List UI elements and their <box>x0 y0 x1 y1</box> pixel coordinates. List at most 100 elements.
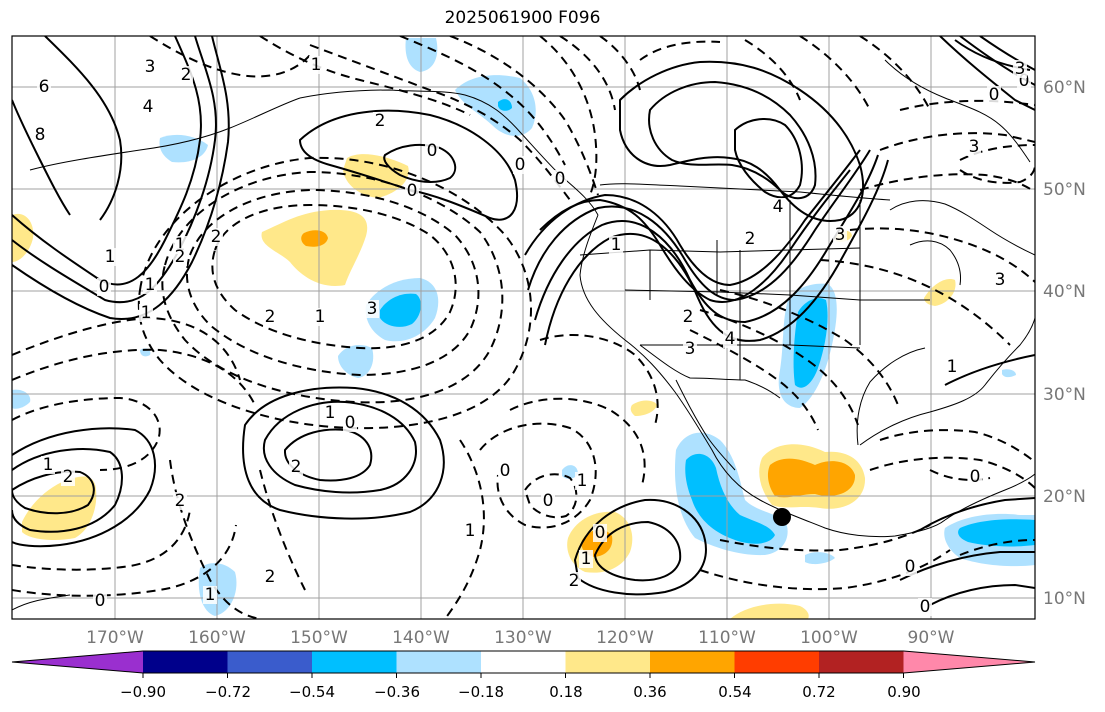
anomaly-blue <box>685 453 775 544</box>
contour-label: 2 <box>265 307 276 327</box>
contour-label-bg <box>993 271 1007 289</box>
colorbar-tick-label: 0.54 <box>718 683 751 701</box>
contour-label: 4 <box>725 329 736 349</box>
colorbar-tick-label: 0.72 <box>802 683 835 701</box>
contour-label-bg <box>903 558 917 576</box>
contour-label-bg <box>93 592 107 610</box>
location-marker <box>773 508 791 526</box>
colorbar-tick-label: −0.54 <box>289 683 335 701</box>
contour-label: 2 <box>683 307 694 327</box>
lon-tick-labels: 170°W 160°W 150°W 140°W 130°W 120°W 110°… <box>86 628 955 648</box>
colorbar-segment <box>819 651 904 673</box>
contour-label-bg <box>309 56 323 74</box>
contour-label: 1 <box>141 303 152 323</box>
lon-tick-label: 90°W <box>908 628 955 648</box>
contour-label-bg <box>723 330 737 348</box>
contour-label-bg <box>209 228 223 246</box>
anomaly-light-blue <box>1002 369 1016 378</box>
contour-label: 0 <box>920 597 931 617</box>
colorbar-labels: −0.90 −0.72 −0.54 −0.36 −0.18 0.18 0.36 … <box>120 683 921 701</box>
anomaly-yellow <box>730 603 809 619</box>
contour-label-bg <box>343 414 357 432</box>
contour-label-bg <box>967 138 981 156</box>
contour-label-bg <box>103 248 117 266</box>
contour-label: 3 <box>995 270 1006 290</box>
anomaly-blue <box>380 293 421 327</box>
contour-label-bg <box>541 492 555 510</box>
anomaly-light-blue <box>338 344 374 378</box>
lat-tick-label: 30°N <box>1043 385 1086 405</box>
contour-label: 2 <box>291 457 302 477</box>
contour-label: 1 <box>205 585 216 605</box>
contour-label-bg <box>203 586 217 604</box>
contour-label-bg <box>609 236 623 254</box>
anomaly-light-blue <box>12 389 31 409</box>
chart-title: 2025061900 F096 <box>444 8 601 28</box>
lon-tick-label: 150°W <box>290 628 348 648</box>
colorbar-segment <box>312 651 397 673</box>
contour-label-bg <box>365 300 379 318</box>
lon-tick-label: 120°W <box>596 628 654 648</box>
lon-tick-label: 170°W <box>86 628 144 648</box>
colorbar-extend-min <box>12 651 143 673</box>
anomaly-yellow <box>22 476 97 540</box>
lat-tick-labels: 10°N 20°N 30°N 40°N 50°N 60°N <box>1043 78 1086 609</box>
contour-label-bg <box>289 458 303 476</box>
contour-label: 3 <box>145 57 156 77</box>
contour-label: 4 <box>773 197 784 217</box>
anomaly-orange <box>301 230 328 247</box>
contour-label-bg <box>681 308 695 326</box>
contour-label-bg <box>968 468 982 486</box>
contour-label: 0 <box>905 557 916 577</box>
contour-label: 2 <box>181 65 192 85</box>
contour-label-bg <box>263 568 277 586</box>
anomaly-blue <box>958 519 1035 547</box>
graticule <box>12 36 1035 619</box>
contour-label: 0 <box>595 523 606 543</box>
contour-label-bg <box>33 126 47 144</box>
contour-label: 1 <box>43 455 54 475</box>
lat-tick-label: 20°N <box>1043 487 1086 507</box>
anomaly-blue <box>793 298 828 388</box>
contour-label-bg <box>263 308 277 326</box>
contour-label: 0 <box>555 169 566 189</box>
contour-label: 0 <box>99 277 110 297</box>
anomaly-light-blue <box>805 552 835 565</box>
colorbar-tick-label: −0.90 <box>120 683 166 701</box>
contour-label: 2 <box>175 247 186 267</box>
anomaly-blue <box>498 99 512 111</box>
colorbar-segment <box>227 651 313 673</box>
contour-label-bg <box>139 304 153 322</box>
contour-label: 0 <box>970 467 981 487</box>
lon-tick-label: 160°W <box>188 628 246 648</box>
lat-tick-label: 60°N <box>1043 78 1086 98</box>
colorbar-segment <box>481 651 566 673</box>
contour-label: 3 <box>835 225 846 245</box>
contour-label-bg <box>143 276 157 294</box>
anomaly-yellow <box>12 213 34 262</box>
contour-label: 6 <box>39 77 50 97</box>
contour-label: 1 <box>175 235 186 255</box>
contour-label: 3 <box>367 299 378 319</box>
colorbar-segment <box>650 651 735 673</box>
colorbar-segment <box>565 651 651 673</box>
contour-label-bg <box>425 142 439 160</box>
lon-tick-label: 100°W <box>800 628 858 648</box>
lat-tick-label: 50°N <box>1043 180 1086 200</box>
colorbar-segment <box>143 651 228 673</box>
contour-label: 1 <box>105 247 116 267</box>
contour-label: 1 <box>465 521 476 541</box>
contour-label: 2 <box>211 227 222 247</box>
contour-label-bg <box>945 358 959 376</box>
contour-label-bg <box>37 78 51 96</box>
colorbar-tick-label: −0.18 <box>458 683 504 701</box>
contour-label-bg <box>61 468 75 486</box>
contour-label-bg <box>313 308 327 326</box>
contour-label: 2 <box>375 111 386 131</box>
contour-label: 2 <box>745 229 756 249</box>
colorbar-tick-label: −0.36 <box>374 683 420 701</box>
contour-label-bg <box>173 248 187 266</box>
contour-label-bg <box>553 170 567 188</box>
lon-tick-label: 110°W <box>698 628 756 648</box>
